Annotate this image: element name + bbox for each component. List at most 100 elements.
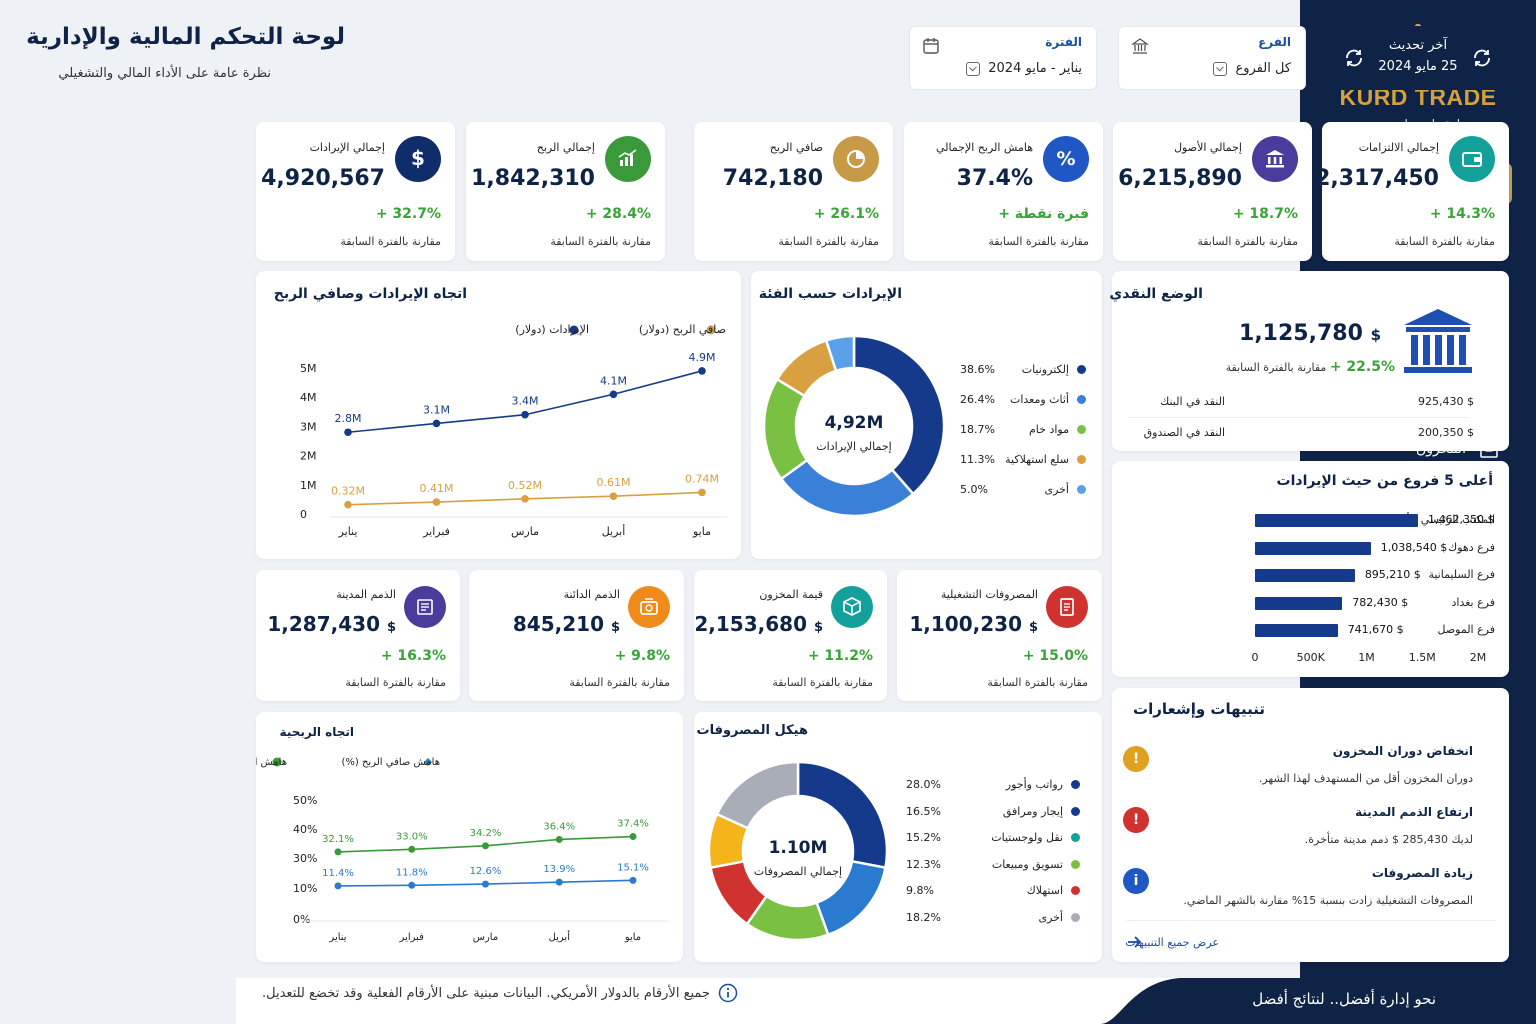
legend-swatch xyxy=(1077,395,1086,404)
revenue-category-donut: 4,92M إجمالي الإيرادات xyxy=(762,334,946,518)
sync-icon[interactable] xyxy=(1343,47,1365,69)
footnote: جميع الأرقام بالدولار الأمريكي. البيانات… xyxy=(262,983,738,1003)
alert-item[interactable]: ! ارتفاع الذمم المدينة لديك 285,430 $ ذمم … xyxy=(1123,805,1493,846)
divider xyxy=(1126,920,1495,921)
donut-slice-6 xyxy=(715,760,800,830)
receivables-icon xyxy=(417,599,433,615)
kpi2-title: قيمة المخزون xyxy=(759,588,823,601)
branch-name: فرع السليمانية xyxy=(1428,568,1495,581)
donut-center-value: 1.10M xyxy=(769,838,828,858)
legend-item-name-group: مواد خام xyxy=(1029,423,1086,436)
period-filter[interactable]: الفترة يناير - مايو 2024 xyxy=(909,26,1097,90)
net-margin-point xyxy=(555,878,563,886)
revenue-trend-chart: الإيرادات (دولار) صافي الربح (دولار) 5M 4M 3… xyxy=(300,323,727,538)
kpi-icon: % xyxy=(1043,136,1089,182)
kpi-card-3: صافي الربح 742,180 + 26.1% مقارنة بالفترة ا… xyxy=(694,122,893,261)
net-profit-data-label: 0.32M xyxy=(331,485,365,498)
legend-swatch xyxy=(1071,886,1080,895)
kpi2-title: الذمم المدينة xyxy=(336,588,396,601)
legend-swatch xyxy=(1071,912,1080,922)
branch-bar xyxy=(1255,569,1355,582)
legend-label: سلع استهلاكية xyxy=(1005,453,1069,466)
info-icon: i xyxy=(1123,868,1149,894)
kpi2-value: 845,210 xyxy=(512,612,604,636)
legend-item-name-group: استهلاك xyxy=(1027,884,1080,897)
legend-dot-revenue xyxy=(569,325,579,335)
gross-margin-point xyxy=(482,842,489,850)
view-all-alerts-link[interactable]: عرض جميع التنبيهات xyxy=(1125,936,1219,949)
legend-item: تسويق ومبيعات 12.3% xyxy=(906,858,1080,871)
kpi2-value: 2,153,680 xyxy=(694,612,807,636)
branch-filter[interactable]: الفرع كل الفروع xyxy=(1118,26,1306,90)
cash-note: مقارنة بالفترة السابقة xyxy=(1225,361,1327,374)
kpi2-card-4: المصروفات التشغيلية 1,100,230 $ + 15.0% مقا… xyxy=(897,570,1102,701)
last-updated-box[interactable]: آخر تحديث 25 مايو 2024 xyxy=(1327,26,1509,90)
profitability-chart: هامش الربح الإجمالي (%) هامش صافي الربح (… xyxy=(256,757,668,943)
kpi2-currency: $ xyxy=(386,620,396,635)
branch-row: فرع الموصل 741,670 $ xyxy=(1125,621,1495,639)
legend-label: أثاث ومعدات xyxy=(1009,393,1069,406)
cash-bank-value: 925,430 $ xyxy=(1418,395,1474,408)
legend-item: سلع استهلاكية 11.3% xyxy=(960,453,1086,466)
revenue-data-label: 3.1M xyxy=(423,403,450,416)
branch-value: كل الفروع xyxy=(1235,61,1291,76)
donut-center-label: إجمالي الإيرادات xyxy=(816,440,891,453)
alert-item[interactable]: i زيادة المصروفات المصروفات التشغيلية زادت… xyxy=(1123,866,1493,907)
legend-revenue: الإيرادات (دولار) xyxy=(515,323,589,336)
revenue-category-title: الإيرادات حسب الفئة xyxy=(758,286,902,302)
branch-label: الفرع xyxy=(1258,35,1291,49)
legend-percent: 18.7% xyxy=(960,423,995,436)
branch-name: فرع بغداد xyxy=(1451,595,1495,609)
x-tick-label: أبريل xyxy=(549,930,571,943)
donut-slice-1 xyxy=(852,334,946,496)
legend-item: رواتب وأجور 28.0% xyxy=(906,778,1080,791)
kpi2-card-1: الذمم المدينة 1,287,430 $ + 16.3% مقارنة با… xyxy=(256,570,460,701)
legend-swatch xyxy=(1071,780,1080,789)
y-tick-label: 40% xyxy=(293,823,317,836)
net-margin-point xyxy=(408,881,416,889)
kpi2-value: 1,287,430 xyxy=(267,612,380,636)
kpi-note: مقارنة بالفترة السابقة xyxy=(988,235,1089,248)
revenue-data-label: 3.4M xyxy=(512,395,539,408)
profitability-title: اتجاه الربحية xyxy=(279,725,354,739)
kpi-note: مقارنة بالفترة السابقة xyxy=(778,235,879,248)
refresh-icon[interactable] xyxy=(1471,47,1493,69)
revenue-point xyxy=(432,419,441,428)
expense-structure-title: هيكل المصروفات xyxy=(696,723,809,738)
kpi-bars-icon xyxy=(618,149,637,166)
revenue-trend-card: اتجاه الإيرادات وصافي الربح الإيرادات (د… xyxy=(256,271,741,559)
kpi2-value-row: 1,287,430 $ xyxy=(267,612,396,636)
expenses-icon xyxy=(1060,598,1074,616)
revenue-trend-title: اتجاه الإيرادات وصافي الربح xyxy=(273,286,467,302)
alert-item[interactable]: ! انخفاض دوران المخزون دوران المخزون أقل م… xyxy=(1123,744,1493,785)
kpi-card-4: % هامش الربح الإجمالي 37.4% + فبرة نقطة مقار… xyxy=(904,122,1103,261)
legend-label: أخرى xyxy=(1038,910,1063,924)
alert-desc: دوران المخزون أقل من المستهدف لهذا الشهر… xyxy=(1258,772,1473,785)
legend-item: نقل ولوجستيات 15.2% xyxy=(906,831,1080,844)
legend-label: أخرى xyxy=(1044,483,1069,496)
arrow-icon[interactable] xyxy=(1126,935,1142,949)
y-tick-label: 2M xyxy=(300,450,317,463)
legend-swatch xyxy=(1077,425,1086,434)
alert-desc: المصروفات التشغيلية زادت بنسبة 15% مقارن… xyxy=(1183,894,1473,907)
legend-item-name-group: نقل ولوجستيات xyxy=(991,831,1080,844)
kpi-change: + 18.7% xyxy=(1232,206,1298,222)
cash-value: 1,125,780 xyxy=(1239,321,1363,346)
net-margin-label: 12.6% xyxy=(470,866,502,877)
kpi-title: إجمالي الأصول xyxy=(1174,141,1242,154)
period-value: يناير - مايو 2024 xyxy=(988,61,1082,76)
cash-note-row: + 22.5% مقارنة بالفترة السابقة xyxy=(1226,359,1395,375)
cash-title: الوضع النقدي xyxy=(1109,286,1203,302)
legend-item: استهلاك 9.8% xyxy=(906,884,1080,897)
kpi2-currency: $ xyxy=(610,620,620,635)
y-tick-label: 10% xyxy=(293,882,317,895)
alert-title: انخفاض دوران المخزون xyxy=(1332,744,1473,758)
cash-currency: $ xyxy=(1370,326,1381,344)
kpi2-currency: $ xyxy=(1028,620,1038,635)
legend-percent: 18.2% xyxy=(906,910,941,924)
branch-value: 1,462,350 $ xyxy=(1428,513,1495,526)
kpi-card-2: إجمالي الربح 1,842,310 + 28.4% مقارنة بالفت… xyxy=(466,122,665,261)
gross-margin-label: 36.4% xyxy=(543,821,575,832)
legend-item: أخرى 18.2% xyxy=(906,911,1080,924)
cash-bank-label: النقد في البنك xyxy=(1160,395,1225,408)
